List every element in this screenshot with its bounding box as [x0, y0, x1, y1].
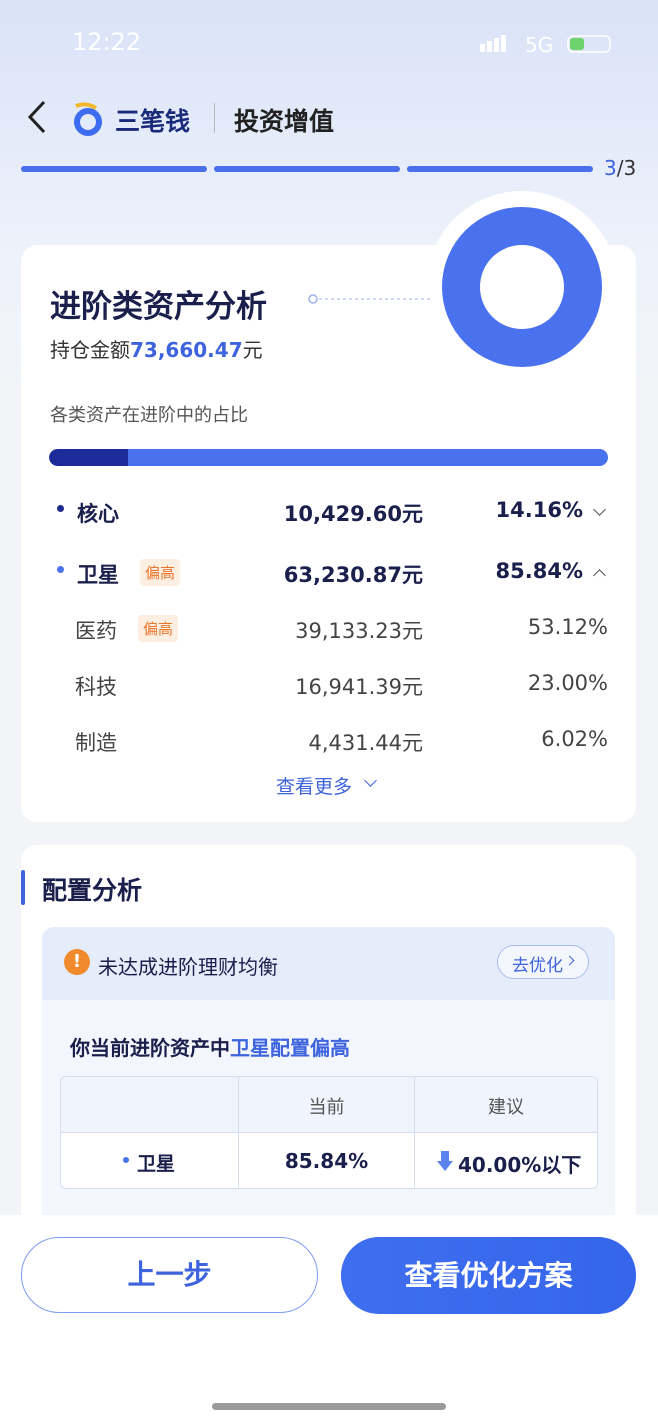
optimize-button[interactable]	[497, 945, 589, 979]
holding: 持仓金额73,660.47元	[50, 334, 263, 363]
table-rule	[238, 1077, 239, 1188]
group-share: 14.16%	[495, 498, 583, 522]
divider	[214, 103, 215, 133]
signal	[501, 35, 506, 52]
battery	[567, 35, 611, 53]
table: 当前 建议 卫星 85.84% 40.00%以下	[60, 1076, 598, 1189]
item-amount: 4,431.44元	[308, 731, 423, 755]
signal	[487, 41, 492, 52]
table-rule	[414, 1077, 415, 1188]
alert-icon: !	[64, 949, 90, 975]
logo	[74, 108, 102, 136]
item-share: 6.02%	[541, 727, 608, 751]
share-segment	[49, 449, 129, 466]
table-head: 当前	[308, 1097, 345, 1118]
table-header	[61, 1077, 597, 1133]
share-caption: 各类资产在进阶中的占比	[50, 405, 248, 426]
primary-button[interactable]: 查看优化方案	[341, 1237, 636, 1314]
group-share: 85.84%	[495, 559, 583, 583]
network: 5G	[525, 33, 554, 57]
table-cell: 卫星	[137, 1153, 176, 1175]
group-name: 核心	[77, 502, 119, 526]
tag: 偏高	[140, 559, 181, 586]
section-marker	[21, 870, 25, 905]
bullet	[57, 566, 64, 573]
bullet	[57, 505, 64, 512]
sentence: 你当前进阶资产中	[70, 1036, 230, 1060]
home-indicator	[212, 1403, 446, 1410]
donut-ring	[442, 207, 602, 367]
tag: 偏高	[138, 615, 179, 642]
signal	[480, 44, 485, 52]
optimize-label: 去优化	[512, 956, 563, 976]
status-icons	[480, 35, 611, 53]
brand: 三笔钱	[115, 107, 191, 136]
holding-unit: 元	[242, 338, 263, 362]
item-amount: 39,133.23元	[295, 619, 423, 643]
step-bar	[214, 166, 400, 172]
signal	[494, 38, 499, 52]
battery-level	[570, 38, 584, 50]
time: 12:22	[72, 28, 142, 56]
see-more[interactable]: 查看更多	[276, 776, 353, 798]
share-bar	[49, 449, 608, 466]
group-amount: 10,429.60元	[283, 502, 423, 526]
arrow-shape	[437, 1151, 453, 1171]
table-cell: 40.00%以下	[458, 1153, 582, 1177]
holding-amount: 73,660.47	[130, 338, 243, 362]
donut	[426, 191, 618, 383]
item-name: 医药	[75, 619, 117, 643]
page-title: 投资增值	[234, 107, 335, 136]
card-title: 进阶类资产分析	[50, 289, 267, 325]
down-arrow	[437, 1151, 453, 1171]
back-button[interactable]: 上一步	[21, 1237, 318, 1313]
highlight: 卫星配置偏高	[230, 1036, 350, 1060]
nav-icons	[27, 100, 102, 136]
step-total: /3	[616, 156, 637, 180]
step-current: 3	[604, 156, 617, 180]
step-bar	[21, 166, 207, 172]
holding-label: 持仓金额	[50, 338, 130, 362]
share-segment	[128, 449, 608, 466]
advice-sentence: 你当前进阶资产中卫星配置偏高	[70, 1032, 350, 1061]
back-arrow[interactable]	[27, 100, 46, 134]
alert-text: 未达成进阶理财均衡	[98, 955, 278, 979]
group-name: 卫星	[77, 563, 119, 587]
logo	[75, 102, 98, 110]
connector-dot	[308, 294, 318, 304]
bullet	[123, 1157, 129, 1163]
step-bar	[407, 166, 593, 172]
item-share: 23.00%	[527, 671, 608, 695]
item-amount: 16,941.39元	[295, 675, 423, 699]
connector	[308, 294, 430, 304]
table-head: 建议	[488, 1097, 524, 1118]
step-indicator: 3/3	[604, 156, 636, 180]
item-name: 制造	[75, 731, 117, 755]
table-cell: 85.84%	[284, 1149, 369, 1173]
item-name: 科技	[75, 675, 117, 699]
section-title: 配置分析	[42, 876, 143, 905]
item-share: 53.12%	[527, 615, 608, 639]
group-amount: 63,230.87元	[283, 563, 423, 587]
